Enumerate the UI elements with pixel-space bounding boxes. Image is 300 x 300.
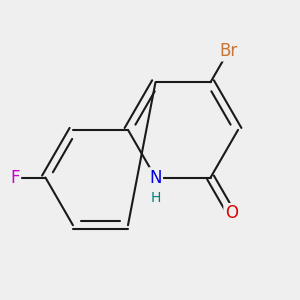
Text: F: F — [11, 169, 20, 187]
Text: Br: Br — [219, 42, 238, 60]
Text: N: N — [149, 169, 162, 187]
Text: O: O — [225, 204, 238, 222]
Text: H: H — [150, 191, 161, 206]
